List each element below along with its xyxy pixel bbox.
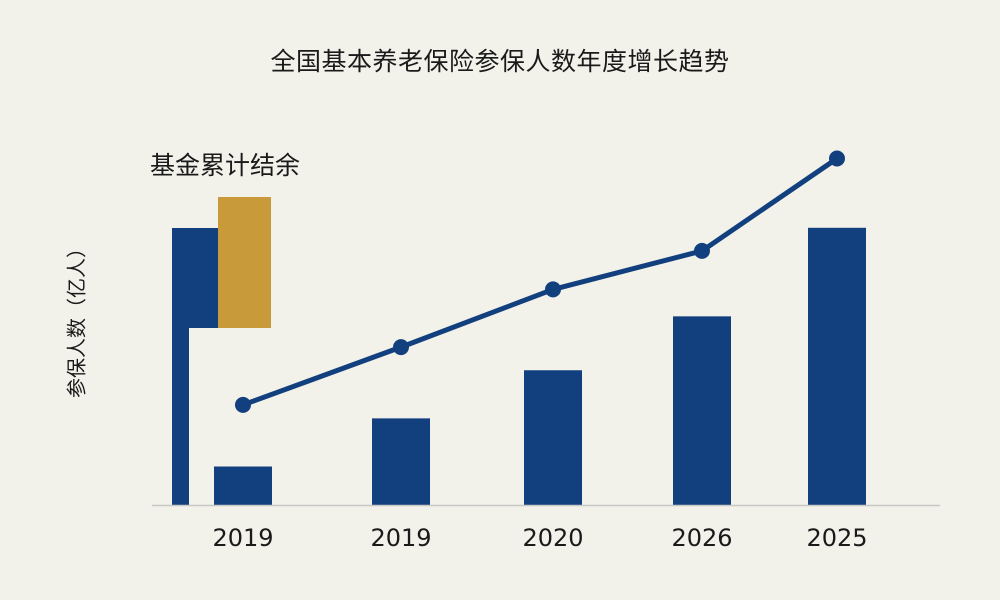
bar bbox=[673, 316, 731, 505]
legend-swatch-blue bbox=[172, 228, 218, 328]
line-point bbox=[545, 281, 561, 298]
chart-title: 全国基本养老保险参保人数年度增长趋势 bbox=[270, 47, 730, 76]
bar bbox=[214, 466, 272, 505]
line-point bbox=[694, 242, 710, 259]
bar bbox=[372, 418, 430, 505]
bar bbox=[808, 227, 866, 506]
legend-swatch-gold bbox=[218, 197, 271, 328]
line-point bbox=[393, 339, 409, 356]
x-tick-label: 2026 bbox=[671, 524, 732, 552]
x-tick-label: 2019 bbox=[212, 524, 273, 552]
line-point bbox=[235, 396, 251, 413]
legend-label: 基金累计结余 bbox=[150, 151, 301, 180]
series-line bbox=[240, 156, 840, 408]
x-tick-label: 2020 bbox=[522, 524, 583, 552]
bar bbox=[524, 370, 582, 505]
line-point bbox=[829, 150, 845, 167]
x-tick-label: 2019 bbox=[370, 524, 431, 552]
x-tick-label: 2025 bbox=[806, 524, 867, 552]
